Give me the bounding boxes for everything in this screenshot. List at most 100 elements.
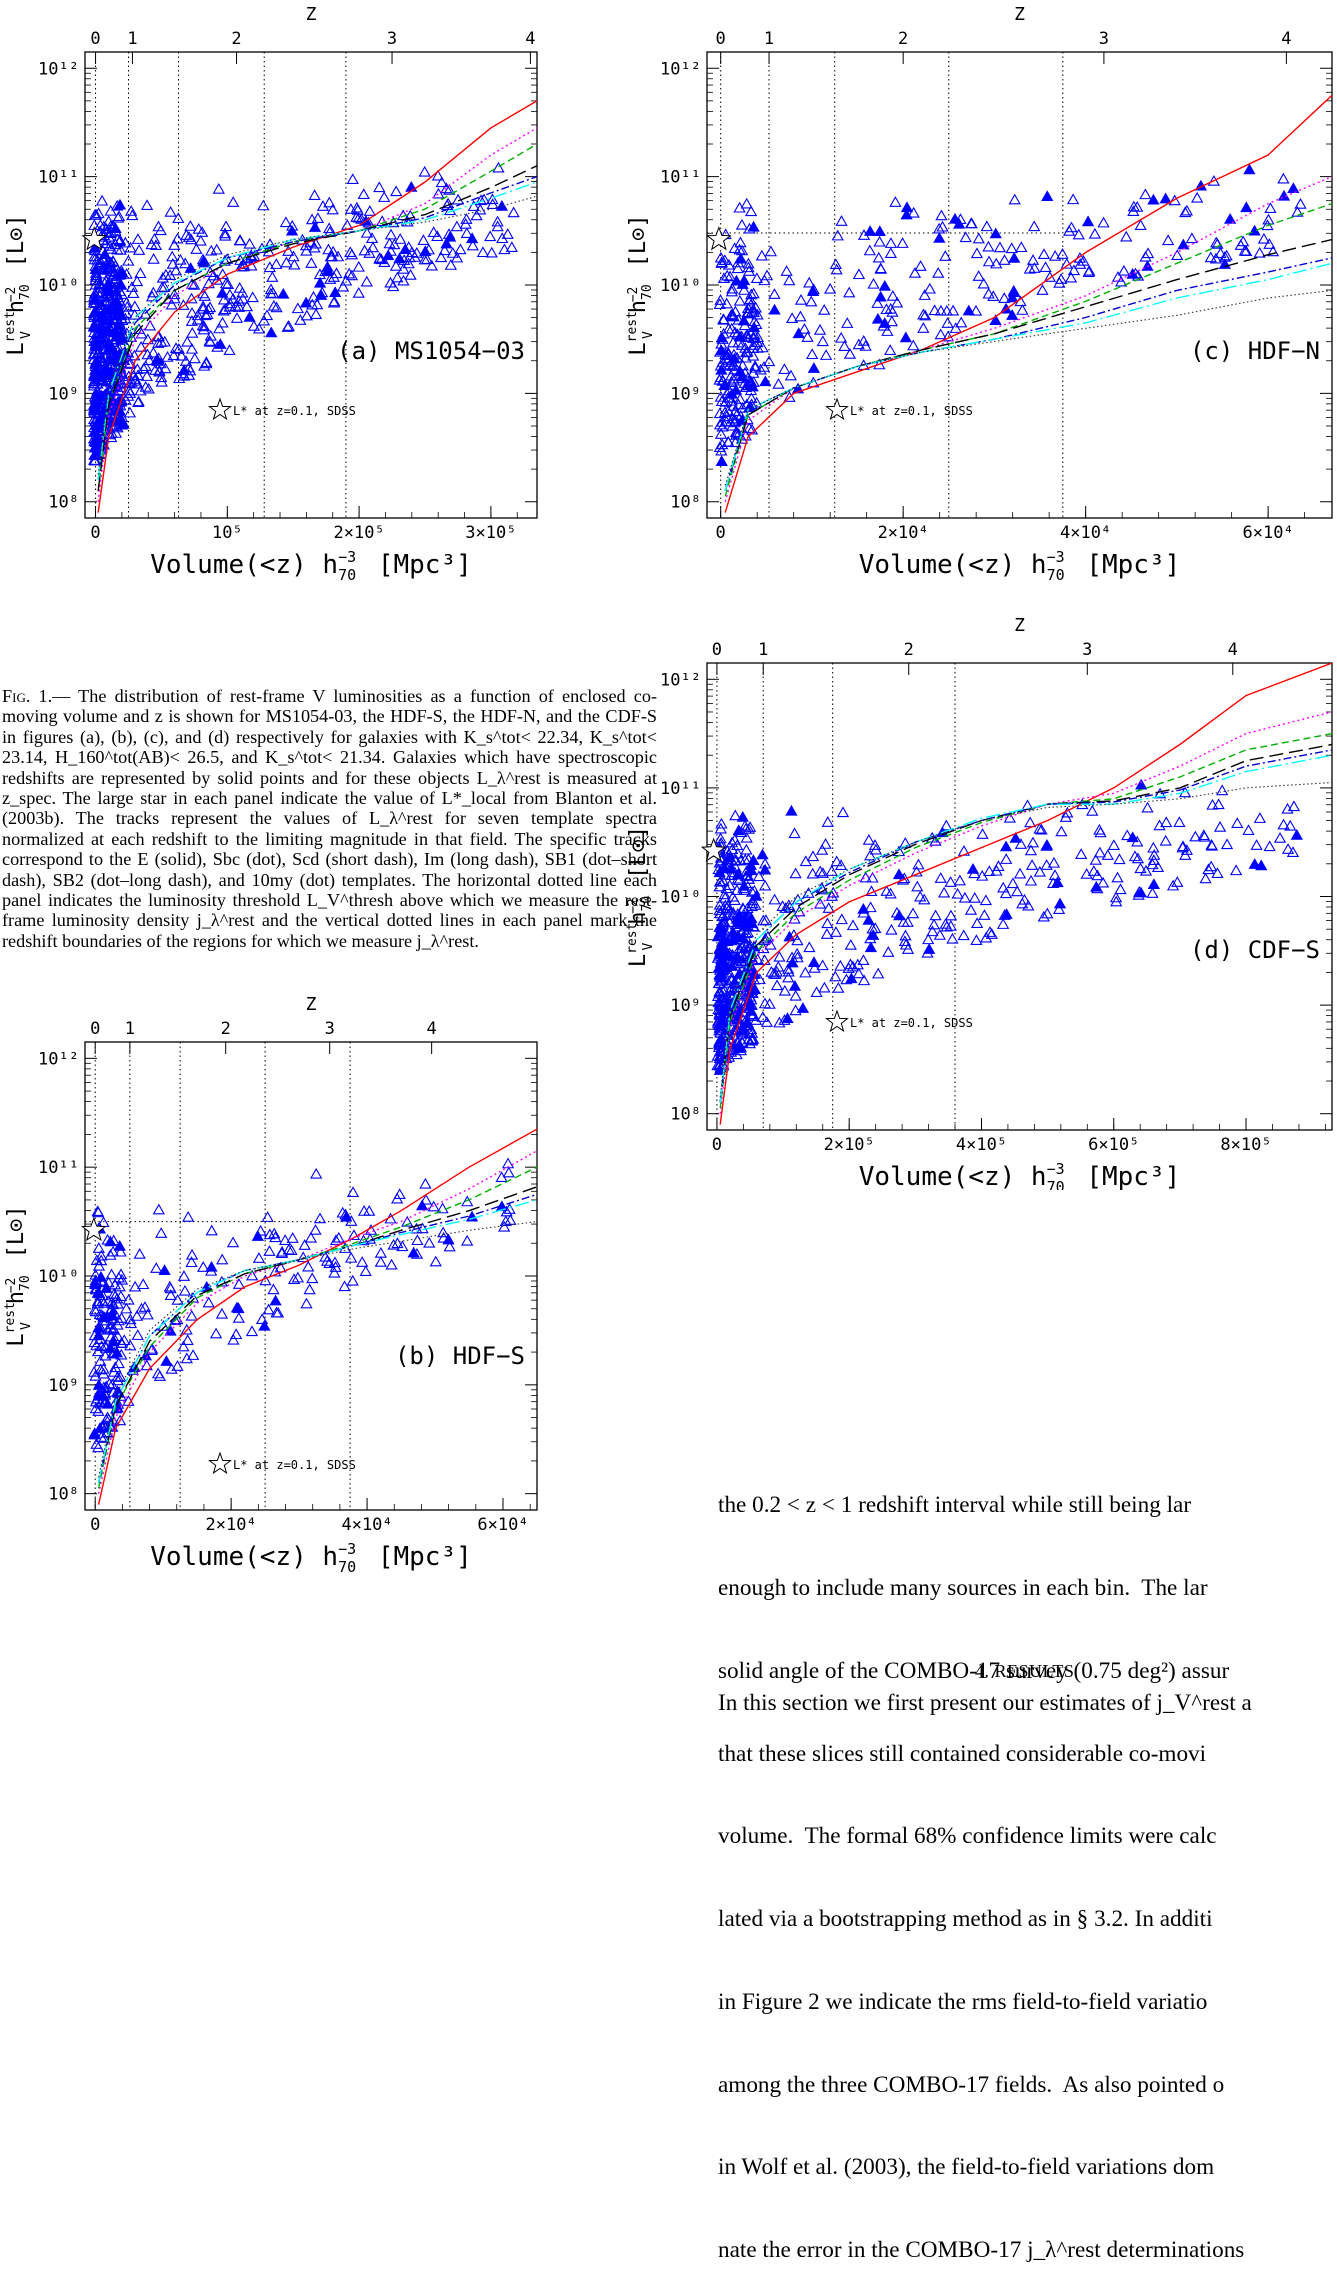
photometric-point	[955, 316, 968, 328]
z-tick-label: 1	[125, 1019, 135, 1039]
photometric-point	[169, 342, 183, 353]
photometric-point	[831, 229, 844, 241]
photometric-point	[91, 1441, 105, 1453]
photometric-point	[1159, 834, 1172, 846]
photometric-point	[291, 302, 305, 314]
spectroscopic-point	[759, 375, 772, 387]
spectroscopic-point	[113, 1239, 126, 1251]
photometric-point	[196, 300, 210, 312]
photometric-point	[747, 331, 761, 343]
spectroscopic-point	[205, 1260, 218, 1272]
photometric-point	[154, 224, 167, 236]
photometric-point	[738, 937, 751, 949]
photometric-point	[835, 215, 848, 226]
photometric-point	[1026, 836, 1040, 848]
photometric-point	[816, 335, 829, 347]
photometric-point	[223, 344, 236, 355]
photometric-point	[185, 278, 199, 289]
photometric-point	[869, 922, 882, 934]
photometric-point	[109, 414, 122, 426]
body-line: in Wolf et al. (2003), the field-to-fiel…	[718, 2154, 1215, 2181]
photometric-point	[867, 277, 880, 289]
photometric-point	[131, 233, 145, 244]
photometric-point	[134, 384, 147, 396]
track-sb2	[97, 1199, 537, 1483]
photometric-point	[227, 196, 240, 207]
photometric-point	[346, 173, 359, 185]
photometric-point	[790, 947, 804, 959]
photometric-point	[236, 286, 249, 298]
photometric-point	[138, 1301, 152, 1312]
photometric-point	[741, 306, 755, 318]
photometric-point	[1040, 839, 1053, 851]
photometric-point	[184, 220, 197, 231]
photometric-point	[110, 362, 124, 374]
panel-label: (a) MS1054−03	[337, 337, 525, 365]
spectroscopic-point	[999, 840, 1013, 852]
photometric-point	[201, 308, 214, 320]
photometric-point	[466, 239, 479, 251]
photometric-point	[1054, 273, 1068, 284]
photometric-point	[383, 237, 396, 249]
photometric-point	[829, 258, 842, 269]
photometric-point	[185, 342, 199, 354]
spectroscopic-point	[726, 926, 739, 937]
photometric-point	[1055, 825, 1068, 837]
photometric-point	[172, 342, 186, 354]
photometric-point	[131, 1329, 144, 1340]
photometric-point	[328, 1266, 341, 1278]
x-tick-label: 2×10⁴	[206, 1515, 257, 1535]
photometric-point	[185, 292, 198, 304]
photometric-point	[964, 217, 978, 229]
photometric-point	[825, 890, 839, 901]
x-axis-sup: −3	[338, 548, 356, 566]
photometric-point	[267, 299, 280, 311]
photometric-point	[864, 901, 877, 913]
photometric-point	[190, 243, 203, 254]
photometric-point	[122, 254, 135, 266]
track-sb2	[97, 181, 537, 481]
spectroscopic-point	[862, 913, 875, 925]
spectroscopic-point	[788, 979, 802, 991]
photometric-point	[998, 909, 1011, 920]
photometric-point	[474, 203, 487, 215]
photometric-point	[1014, 838, 1028, 849]
photometric-point	[437, 1231, 450, 1243]
photometric-point	[94, 219, 107, 230]
y-axis-h-sub: 70	[640, 284, 655, 300]
plot-area	[711, 663, 1332, 1125]
photometric-point	[760, 1016, 774, 1027]
photometric-point	[1041, 907, 1054, 919]
spectroscopic-point	[101, 365, 115, 376]
photometric-point	[134, 267, 147, 279]
photometric-point	[92, 207, 105, 219]
x-tick-label: 3×10⁵	[465, 523, 516, 543]
plot-area	[87, 100, 537, 513]
spectroscopic-point	[216, 287, 229, 298]
photometric-point	[103, 227, 116, 239]
photometric-point	[282, 1243, 295, 1255]
photometric-point	[122, 346, 135, 358]
photometric-point	[373, 251, 386, 263]
photometric-point	[725, 285, 739, 297]
photometric-point	[728, 996, 741, 1007]
photometric-point	[911, 880, 924, 892]
photometric-point	[748, 360, 762, 371]
photometric-point	[396, 1240, 409, 1252]
track-sb2	[724, 262, 1332, 492]
plot-frame	[84, 51, 538, 519]
photometric-point	[830, 263, 843, 275]
y-axis-h-sup: −2	[626, 287, 641, 303]
photometric-point	[308, 241, 321, 253]
track-10my	[719, 781, 1332, 1098]
legend-star-icon	[825, 1009, 849, 1033]
y-axis-h: h	[626, 300, 651, 313]
photometric-point	[718, 858, 731, 869]
x-tick-label: 10⁵	[212, 523, 243, 543]
photometric-point	[229, 1328, 243, 1340]
photometric-point	[745, 900, 759, 912]
spectroscopic-point	[715, 938, 728, 950]
spectroscopic-point	[105, 404, 118, 416]
photometric-point	[402, 257, 415, 269]
y-axis-h-sub: 70	[640, 896, 655, 912]
